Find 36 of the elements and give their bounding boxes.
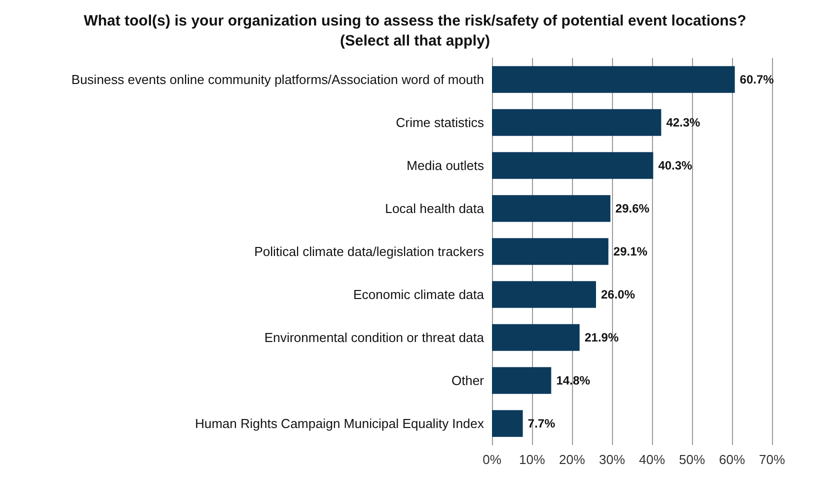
x-tick-label: 40% — [638, 452, 666, 467]
x-tick-label: 70% — [758, 452, 786, 467]
y-tick-label: Crime statistics — [396, 115, 484, 130]
y-tick-label: Local health data — [384, 201, 485, 216]
x-tick-label: 0% — [482, 452, 502, 467]
x-tick-label: 30% — [598, 452, 626, 467]
bar — [492, 66, 735, 93]
bar — [492, 410, 523, 437]
x-tick-label: 60% — [718, 452, 746, 467]
y-tick-label: Political climate data/legislation trackers — [254, 244, 484, 259]
data-label: 42.3% — [666, 116, 701, 130]
bar — [492, 152, 654, 179]
y-tick-label: Human Rights Campaign Municipal Equality Index — [194, 416, 484, 431]
y-tick-label: Media outlets — [406, 158, 484, 173]
data-label: 29.6% — [615, 202, 650, 216]
x-tick-label: 20% — [558, 452, 586, 467]
y-tick-label: Business events online community platforms/Association word of mouth — [71, 72, 484, 87]
y-tick-label: Environmental condition or threat data — [264, 330, 485, 345]
bar — [492, 281, 596, 308]
data-label: 29.1% — [613, 244, 648, 258]
data-label: 40.3% — [658, 158, 693, 172]
bar — [492, 109, 662, 136]
chart-title: What tool(s) is your organization using to assess the risk/safety of potential event locations? (Select all that apply) — [84, 12, 746, 50]
data-label: 21.9% — [584, 330, 619, 344]
data-label: 7.7% — [528, 416, 556, 430]
bar — [492, 238, 608, 265]
data-label: 26.0% — [601, 288, 636, 302]
x-tick-label: 10% — [518, 452, 546, 467]
data-label: 14.8% — [556, 374, 591, 388]
x-tick-label: 50% — [678, 452, 706, 467]
y-tick-label: Other — [451, 373, 485, 388]
bar — [492, 195, 610, 222]
y-tick-label: Economic climate data — [353, 287, 485, 302]
data-label: 60.7% — [740, 72, 774, 86]
bar — [492, 367, 552, 394]
bar — [492, 324, 580, 351]
